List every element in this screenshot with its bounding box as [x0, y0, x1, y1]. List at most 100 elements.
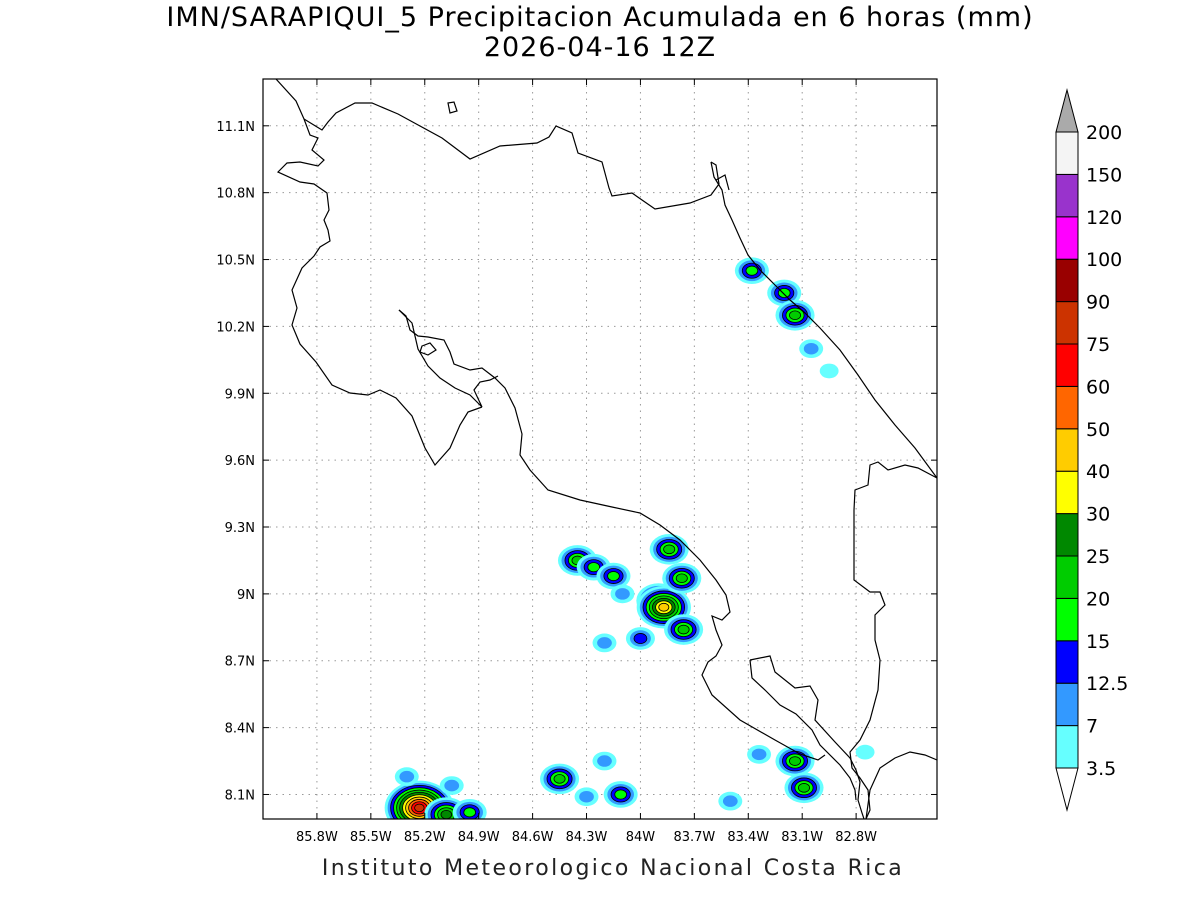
lat-tick-label: 9.6N [225, 454, 255, 469]
lon-tick-label: 84.6W [512, 830, 554, 845]
colorbar-upper-arrow [1055, 88, 1079, 133]
precip-cell [579, 790, 594, 803]
colorbar-label: 50 [1086, 419, 1110, 441]
precip-cell [803, 342, 819, 355]
lat-tick-label: 10.2N [216, 320, 255, 335]
lat-tick-label: 11.1N [216, 120, 255, 135]
map-date: 2026-04-16 12Z [483, 32, 717, 63]
map-plot-area [263, 79, 937, 819]
precip-cell [607, 571, 620, 582]
colorbar-segment [1055, 343, 1079, 387]
precip-cell [614, 789, 627, 800]
colorbar-segment [1055, 725, 1079, 769]
precip-cell [745, 265, 759, 276]
lat-tick-label: 9N [237, 588, 255, 603]
coastline-nicoya-west [276, 118, 483, 467]
precip-cell [855, 744, 875, 760]
lon-tick-label: 85.5W [350, 830, 392, 845]
coastline-panama-south [865, 751, 937, 819]
coastline-burica [749, 659, 857, 801]
colorbar-label: 100 [1086, 249, 1122, 271]
colorbar-label: 20 [1086, 588, 1110, 610]
precip-cell [789, 756, 801, 766]
coastline-osa [749, 655, 865, 819]
lon-tick-label: 85.8W [296, 830, 338, 845]
precip-cell [615, 588, 630, 600]
lon-tick-label: 83.1W [781, 830, 823, 845]
lon-tick-label: 84W [626, 830, 656, 845]
colorbar-label: 12.5 [1086, 673, 1128, 695]
colorbar-segment [1055, 301, 1079, 345]
colorbar-segment [1055, 428, 1079, 472]
precip-cell [463, 807, 477, 818]
lat-tick-label: 9.3N [225, 521, 255, 536]
border-panama [849, 461, 937, 819]
lat-tick-label: 8.1N [225, 788, 255, 803]
axes: 85.8W 85.5W 85.2W 84.9W 84.6W 84.3W 84W 83.7W 83… [216, 79, 937, 845]
precip-cell [597, 637, 612, 649]
colorbar-segment [1055, 640, 1079, 684]
colorbar-lower-arrow [1055, 767, 1079, 812]
precip-cell [414, 803, 425, 813]
footer-credit: Instituto Meteorologico Nacional Costa R… [321, 856, 905, 881]
colorbar-label: 75 [1086, 334, 1110, 356]
precip-cell [399, 770, 415, 783]
precip-cell [798, 783, 810, 793]
map-title: IMN/SARAPIQUI_5 Precipitacion Acumulada … [166, 2, 1034, 33]
coastline-gulf-nicoya [398, 309, 499, 408]
lon-tick-label: 83.7W [673, 830, 715, 845]
colorbar-segment [1055, 385, 1079, 430]
lat-tick-label: 8.7N [225, 655, 255, 670]
lat-tick-label: 8.4N [225, 722, 255, 737]
colorbar-label: 7 [1086, 716, 1098, 738]
lon-tick-label: 82.8W [835, 830, 877, 845]
colorbar-label: 150 [1086, 164, 1122, 186]
lat-tick-label: 10.5N [216, 254, 255, 269]
colorbar-label: 40 [1086, 461, 1110, 483]
colorbar-label: 120 [1086, 207, 1122, 229]
lon-tick-label: 85.2W [404, 830, 446, 845]
colorbar: 3.5 7 12.5 15 20 25 30 40 50 60 75 90 100 120 150 200 [1055, 88, 1128, 812]
coastlines [275, 79, 937, 819]
precip-cell [789, 310, 801, 321]
lon-tick-label: 84.9W [458, 830, 500, 845]
colorbar-segment [1055, 258, 1079, 303]
nicoya-island [419, 342, 437, 356]
precip-cell [819, 363, 839, 379]
colorbar-label: 15 [1086, 631, 1110, 653]
lat-tick-label: 10.8N [216, 187, 255, 202]
lat-tick-label: 9.9N [225, 387, 255, 402]
colorbar-segment [1055, 513, 1079, 557]
lon-tick-label: 83.4W [727, 830, 769, 845]
precip-cell [722, 795, 738, 807]
colorbar-label: 200 [1086, 122, 1122, 144]
precip-cell [677, 624, 690, 635]
colorbar-label: 3.5 [1086, 758, 1116, 780]
precip-cell [597, 755, 612, 767]
colorbar-label: 30 [1086, 504, 1110, 526]
precip-cell [751, 748, 767, 761]
colorbar-segment [1055, 470, 1079, 515]
precip-cell [440, 809, 453, 819]
precip-cell [553, 774, 566, 784]
colorbar-segment [1055, 216, 1079, 260]
precip-cell [663, 544, 676, 555]
precip-cell [675, 573, 688, 584]
colorbar-segment [1055, 682, 1079, 727]
precip-cell [633, 633, 648, 644]
colorbar-segment [1055, 131, 1079, 175]
coastline-caribbean [710, 161, 937, 479]
lake-nicaragua-island [447, 101, 458, 114]
precip-cell [587, 562, 601, 573]
colorbar-label: 25 [1086, 546, 1110, 568]
precipitation-field [384, 257, 875, 819]
colorbar-segment [1055, 597, 1079, 642]
colorbar-label: 90 [1086, 292, 1110, 314]
precip-cell [444, 779, 460, 792]
colorbar-segment [1055, 555, 1079, 599]
colorbar-segment [1055, 173, 1079, 218]
map-frame [262, 78, 938, 820]
coastline-nicoya-inner [398, 309, 826, 761]
coastline-pacific-north [275, 79, 720, 210]
